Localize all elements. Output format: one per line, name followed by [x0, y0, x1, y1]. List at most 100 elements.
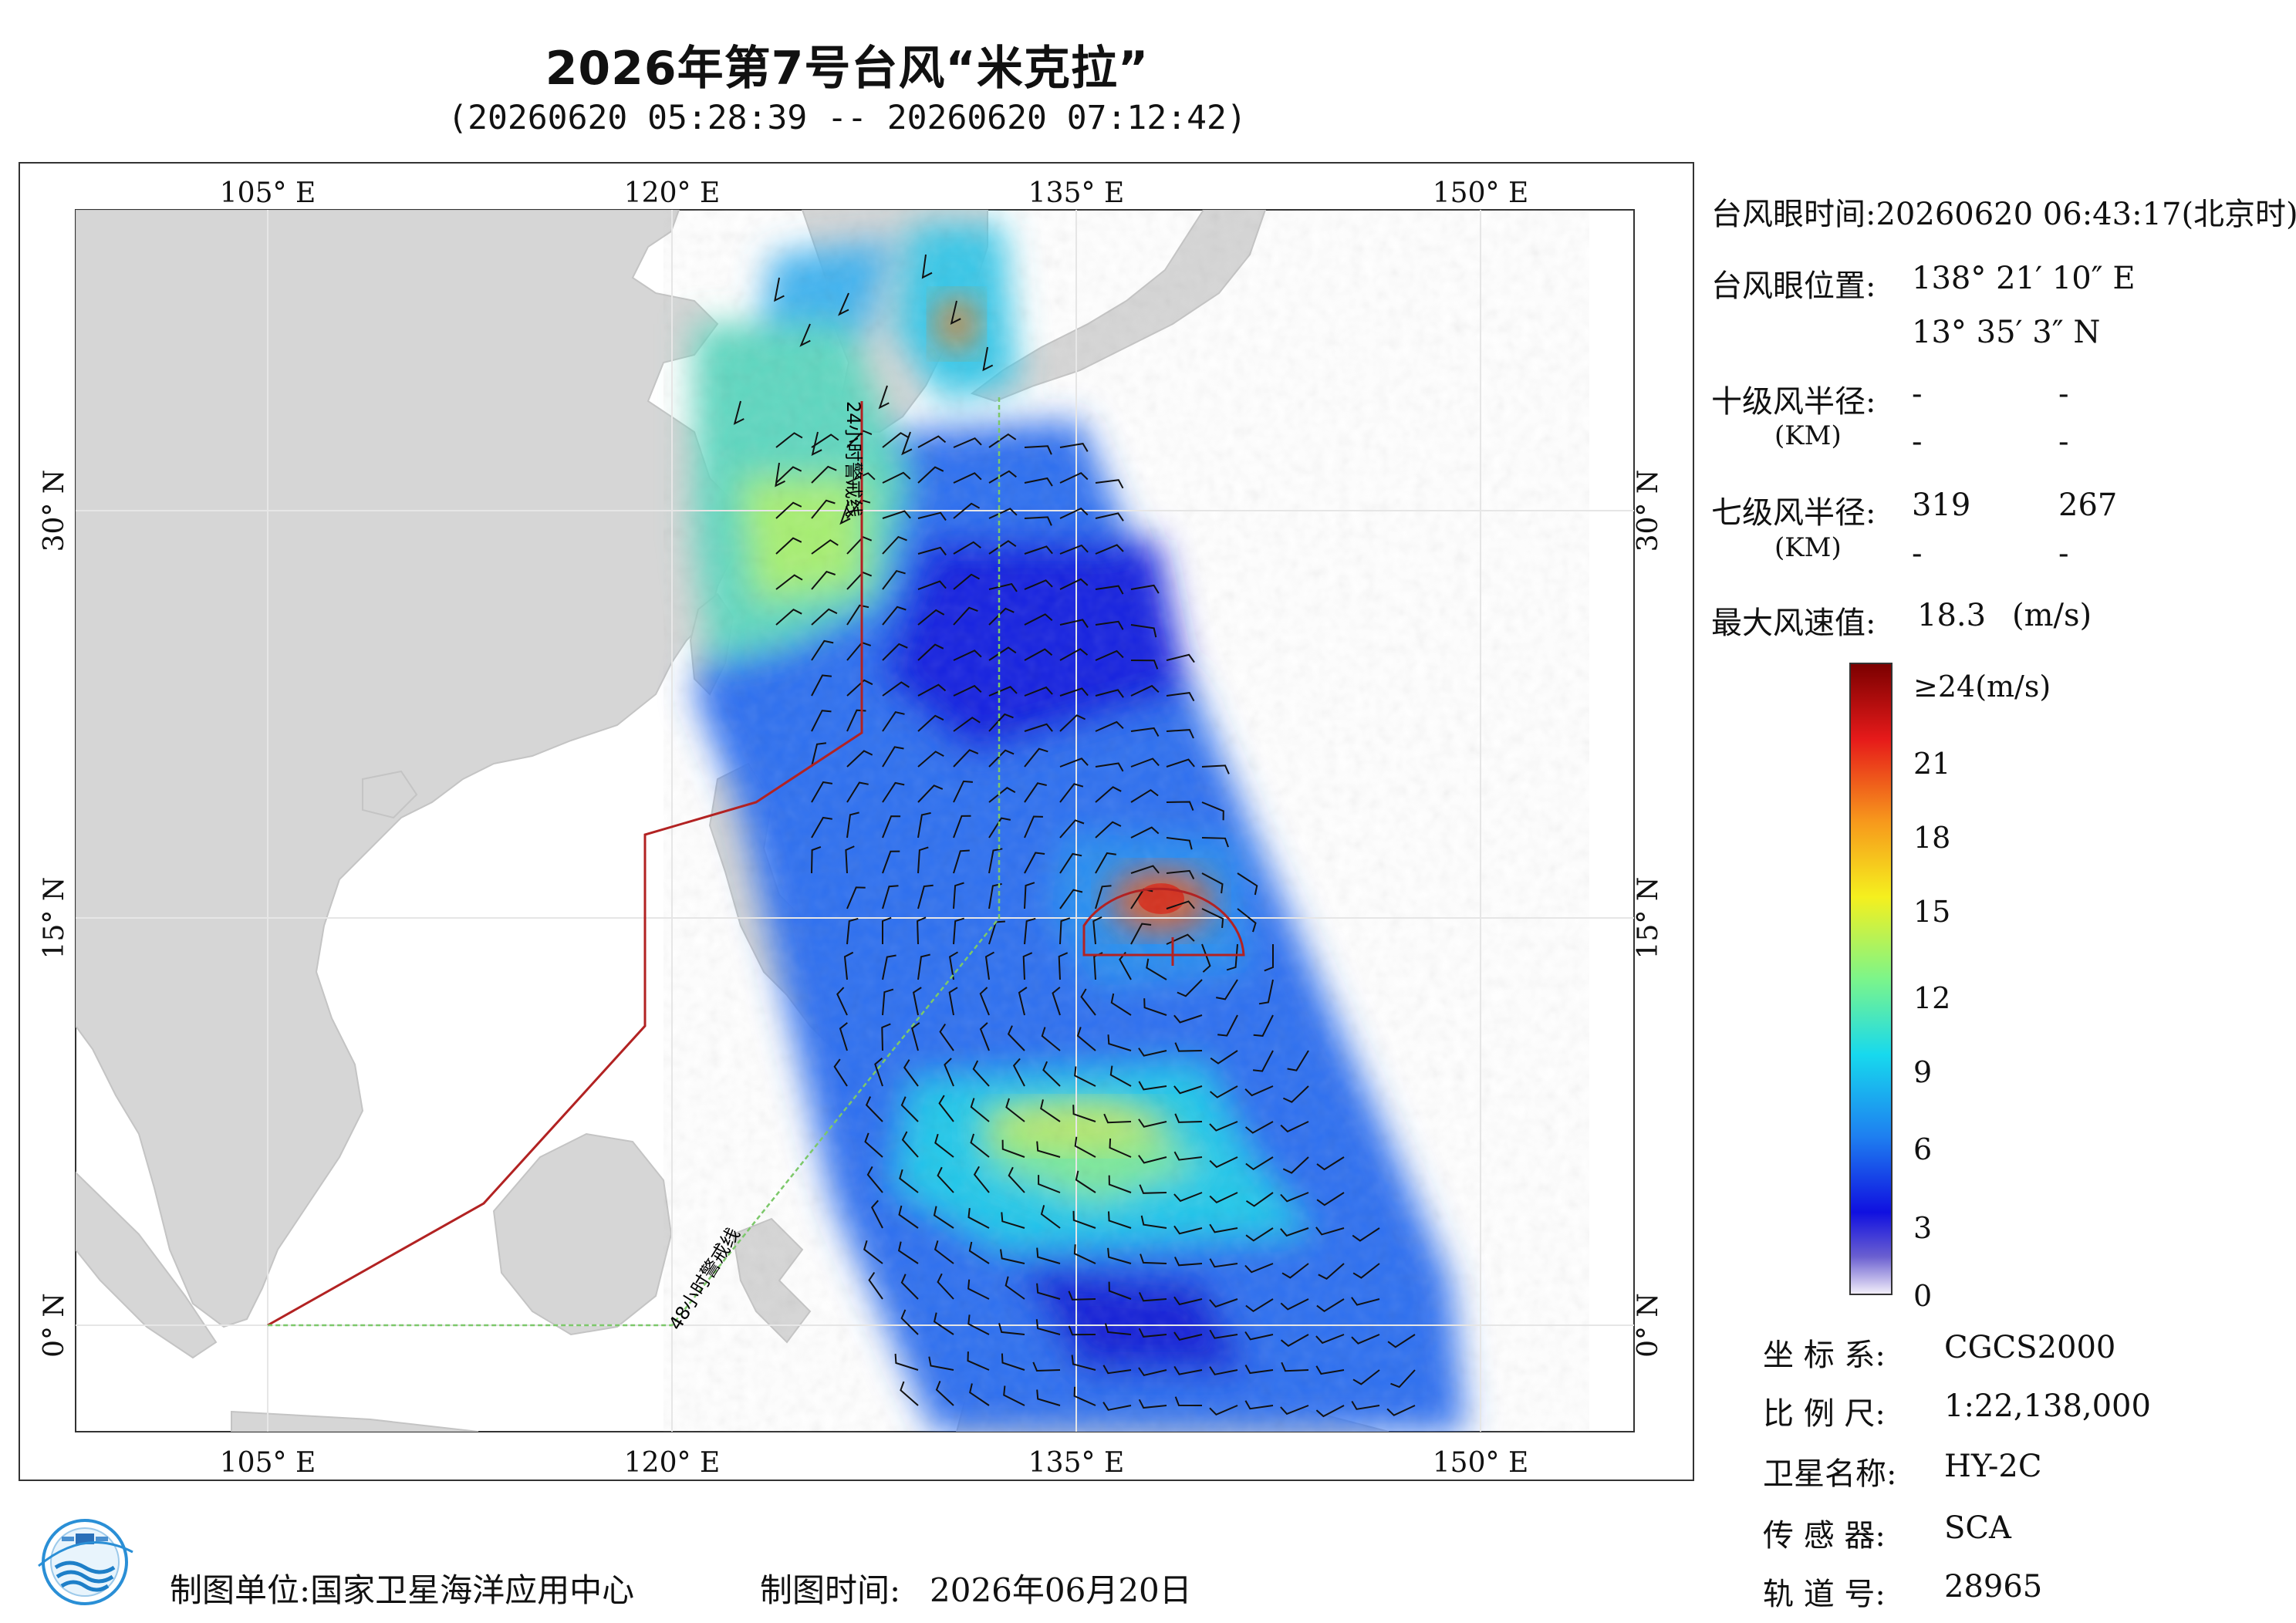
wind-barb [1237, 872, 1258, 896]
wind-barb [921, 254, 933, 279]
wind-barb [1059, 758, 1089, 768]
r7-label: 七级风半径: [1711, 495, 1876, 531]
orbit-value: 28965 [1944, 1569, 2043, 1604]
wind-barb [1007, 1025, 1025, 1051]
wind-barb [1390, 1369, 1416, 1388]
wind-barb [1166, 869, 1195, 879]
wind-barb [1052, 987, 1061, 1016]
wind-barb [1024, 477, 1053, 487]
wind-barb [911, 1022, 920, 1051]
scale-row: 比 例 尺: 1:22,138,000 [1763, 1388, 2151, 1433]
land-java [231, 1410, 479, 1432]
r7-value-1: 319 [1912, 488, 1971, 523]
wind-barb [1258, 979, 1274, 1005]
wind-barb [1173, 1151, 1203, 1161]
wind-barb [1102, 1365, 1132, 1375]
wind-barb [953, 849, 970, 874]
wind-barb [1139, 1184, 1167, 1194]
crs-row: 坐 标 系: CGCS2000 [1763, 1330, 2115, 1375]
wind-barb [917, 580, 947, 590]
wind-barb [950, 300, 961, 326]
wind-barb [899, 1169, 919, 1193]
wind-barb [1140, 1215, 1167, 1229]
wind-barb [988, 686, 1018, 697]
wind-barb [982, 346, 994, 372]
wind-barb [1059, 852, 1082, 874]
wind-barb [900, 1096, 919, 1122]
wind-barb [1138, 1399, 1167, 1409]
wind-barb [953, 650, 982, 661]
wind-barb [1166, 758, 1195, 768]
wind-barb [988, 470, 1017, 484]
wind-barb [1095, 512, 1124, 521]
wind-barb [811, 431, 822, 457]
wind-barb [1315, 1334, 1345, 1345]
wind-barb [938, 1095, 954, 1122]
wind-barb [846, 430, 873, 448]
wind-barb [1059, 508, 1089, 519]
wind-barb [775, 462, 785, 488]
wind-barb [1130, 624, 1157, 638]
wind-barb [1138, 1119, 1167, 1128]
wind-barb [846, 886, 866, 909]
wind-barb [775, 501, 802, 519]
colorbar-label-15: 15 [1913, 895, 1951, 929]
wind-barb [1209, 1223, 1238, 1233]
wind-barb [1280, 1227, 1309, 1237]
r10-value-4: - [2058, 424, 2069, 460]
wind-barb [1201, 943, 1211, 973]
wind-barb [917, 785, 944, 803]
wind-barb [953, 815, 971, 838]
wind-barb [1201, 764, 1230, 774]
wind-barb [1280, 1121, 1309, 1133]
eye-lat: 13° 35′ 3″ N [1912, 315, 2101, 350]
land-hainan [362, 770, 418, 819]
satellite-row: 卫星名称: HY-2C [1763, 1449, 2041, 1493]
wind-barb [775, 537, 802, 555]
wind-barb [1059, 648, 1089, 661]
wind-barb [933, 1206, 954, 1229]
wind-barb [1130, 865, 1160, 874]
wind-barb [1036, 1389, 1061, 1406]
wind-barb [1024, 579, 1053, 590]
wind-barb [1244, 1365, 1274, 1375]
wind-barb [1201, 801, 1224, 821]
wind-barb [1209, 1121, 1238, 1132]
wind-barb [1040, 1205, 1061, 1229]
wind-barb [1032, 1361, 1061, 1372]
wind-barb [984, 951, 994, 980]
wind-barb [1244, 1263, 1274, 1274]
wind-barb [1174, 1396, 1203, 1406]
map-title: 2026年第7号台风“米克拉” [545, 42, 1150, 96]
wind-barb [1092, 916, 1102, 945]
wind-barb [953, 541, 981, 555]
wind-barb [1140, 1254, 1167, 1264]
wind-barb [1146, 958, 1167, 980]
wind-barb [836, 987, 848, 1016]
wind-barb [917, 683, 947, 697]
wind-barb [1073, 1244, 1096, 1264]
wind-barb [953, 502, 981, 519]
scale-label: 比 例 尺: [1763, 1396, 1886, 1432]
wind-barb [1210, 1050, 1238, 1065]
wind-barb [775, 432, 803, 448]
wind-barb [903, 1059, 919, 1087]
wind-barb [1201, 872, 1224, 894]
wind-barb [928, 1356, 954, 1371]
wind-barb [846, 536, 873, 555]
wind-barb [1201, 837, 1229, 848]
wind-barb [1173, 1225, 1203, 1235]
wind-barb [1244, 1400, 1274, 1410]
wind-barb [775, 466, 802, 484]
wind-barb [1315, 1365, 1345, 1375]
lat-label-right-15: 15° N [1633, 877, 1664, 960]
wind-barb [973, 1166, 990, 1193]
wind-barb [937, 1166, 954, 1193]
wind-barb [988, 508, 1018, 519]
lat-label-right-0: 0° N [1633, 1293, 1664, 1358]
wind-barb [1110, 993, 1132, 1016]
wind-barb [1174, 1042, 1203, 1052]
wind-barb [1059, 619, 1089, 628]
wind-barb [874, 1058, 883, 1087]
wind-barb [1038, 1175, 1061, 1193]
